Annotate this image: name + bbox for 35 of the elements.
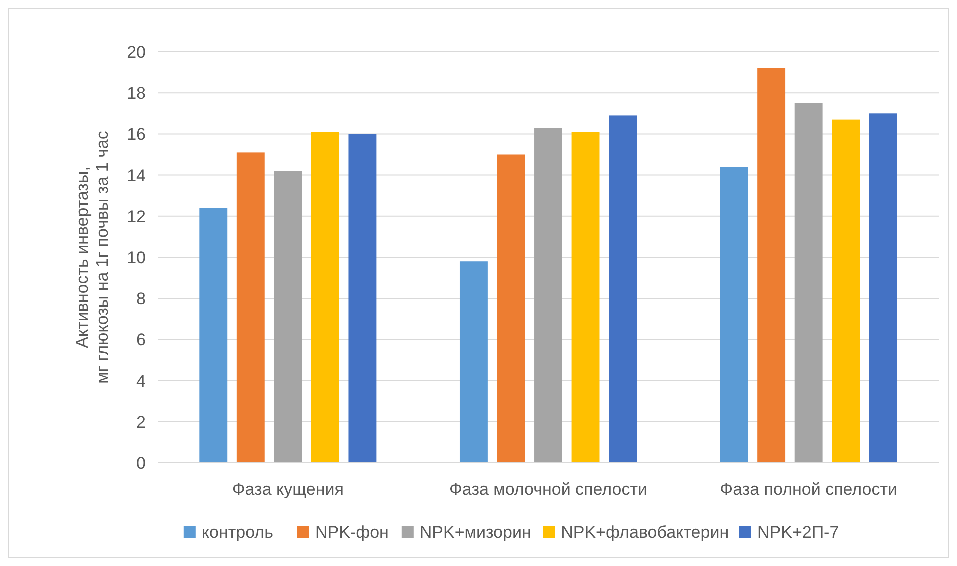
- bar: [236, 152, 265, 463]
- legend-label: NPK+2П-7: [758, 523, 840, 542]
- legend-label: NPK+флавобактерин: [561, 523, 730, 542]
- legend-label: контроль: [202, 523, 274, 542]
- y-tick-label: 14: [127, 166, 146, 186]
- bar: [497, 154, 526, 463]
- bar: [869, 114, 898, 463]
- y-tick-label: 18: [127, 84, 146, 104]
- bar: [832, 120, 860, 463]
- legend-label: NPK+мизорин: [420, 523, 532, 542]
- y-tick-label: 4: [136, 372, 146, 391]
- x-tick-label: Фаза полной спелости: [720, 480, 898, 499]
- y-tick-label: 2: [136, 412, 146, 432]
- y-tick-label: 8: [136, 290, 146, 309]
- bar: [200, 208, 228, 463]
- bar: [720, 167, 748, 463]
- x-tick-label: Фаза молочной спелости: [450, 480, 648, 499]
- y-tick-label: 12: [127, 207, 146, 226]
- bar: [572, 132, 600, 463]
- y-axis-title: Активность инвертазы, мг глюкозы на 1г почвы за 1 час: [72, 130, 112, 384]
- x-tick-label: Фаза кущения: [232, 480, 344, 499]
- bar: [348, 134, 377, 463]
- y-tick-label: 20: [127, 42, 146, 62]
- y-tick-label: 10: [127, 248, 146, 268]
- y-tick-label: 6: [136, 330, 146, 350]
- bar: [274, 171, 302, 463]
- legend-label: NPK-фон: [316, 523, 389, 542]
- bar: [534, 128, 562, 463]
- bar: [609, 116, 638, 463]
- bar: [311, 132, 340, 463]
- bar: [794, 103, 823, 463]
- y-tick-label: 16: [127, 125, 146, 144]
- bar: [460, 262, 488, 463]
- bar: [758, 68, 786, 463]
- y-tick-label: 0: [136, 454, 146, 473]
